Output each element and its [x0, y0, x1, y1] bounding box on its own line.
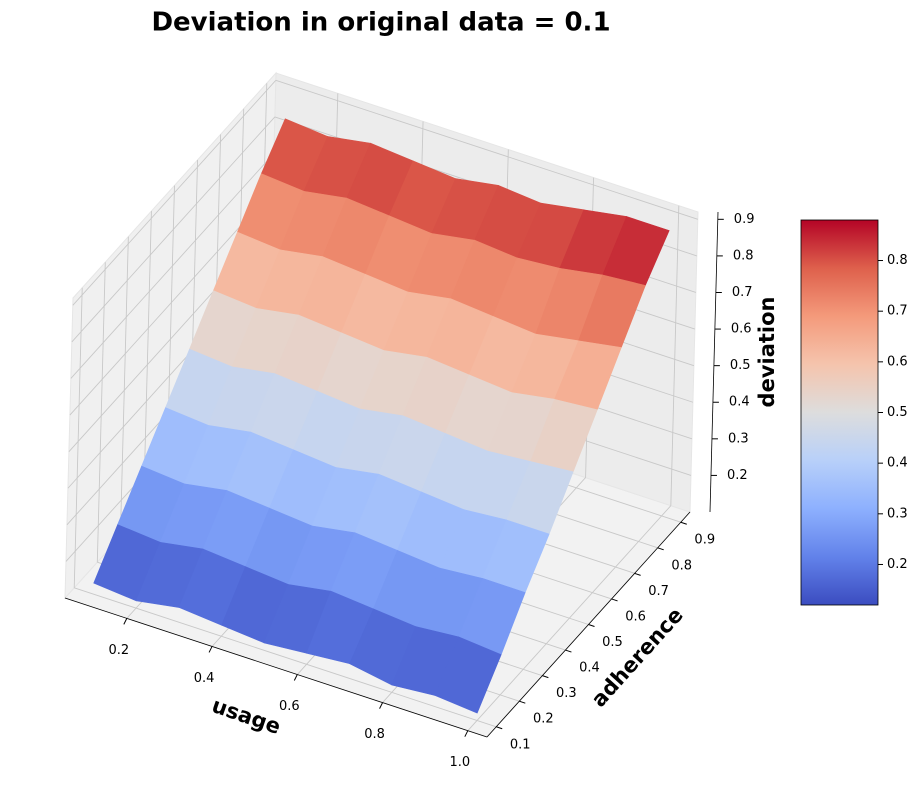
z-tick-label: 0.9: [734, 212, 755, 227]
axes: 0.20.40.60.81.00.10.20.30.40.50.60.70.80…: [64, 211, 755, 770]
x-axis-line: [64, 597, 488, 738]
y-tick: [611, 598, 618, 602]
y-tick-label: 0.5: [602, 635, 623, 650]
x-tick-label: 0.6: [279, 699, 300, 714]
x-axis-label: usage: [209, 693, 284, 739]
z-tick-label: 0.7: [732, 285, 753, 300]
x-tick-label: 0.4: [194, 671, 215, 686]
grid-line: [119, 236, 129, 537]
z-axis-line: [709, 211, 719, 513]
x-tick: [293, 674, 298, 681]
y-tick-label: 0.4: [579, 661, 600, 676]
z-tick-label: 0.4: [729, 395, 750, 410]
surface: [93, 118, 670, 714]
grid-line: [275, 79, 698, 220]
y-tick-label: 0.7: [648, 584, 669, 599]
y-axis-line: [486, 511, 691, 738]
chart-title: Deviation in original data = 0.1: [151, 8, 610, 38]
y-tick: [565, 649, 572, 653]
y-tick: [588, 624, 595, 627]
y-tick-label: 0.9: [694, 533, 715, 548]
y-tick: [542, 675, 549, 679]
grid-line: [96, 262, 106, 563]
y-tick: [634, 572, 641, 576]
y-tick-label: 0.8: [671, 558, 692, 573]
surface-face: [434, 636, 502, 714]
y-tick: [680, 521, 687, 525]
x-tick: [379, 702, 384, 709]
z-tick-label: 0.3: [728, 431, 749, 446]
x-tick: [208, 646, 213, 653]
colorbar-tick-label: 0.8: [887, 253, 908, 268]
y-tick-label: 0.6: [625, 609, 646, 624]
y-tick: [657, 547, 664, 551]
grid-line: [73, 287, 83, 588]
z-tick-label: 0.8: [733, 248, 754, 263]
colorbar-tick-label: 0.7: [887, 304, 908, 319]
colorbar-tick-label: 0.3: [887, 506, 908, 521]
z-tick-label: 0.6: [731, 322, 752, 337]
grid-line: [70, 153, 275, 379]
grid-line: [670, 205, 680, 506]
z-tick-label: 0.2: [727, 468, 748, 483]
y-tick-label: 0.2: [533, 712, 554, 727]
colorbar-tick-label: 0.4: [887, 456, 908, 471]
y-tick: [519, 700, 526, 704]
z-tick-label: 0.5: [730, 358, 751, 373]
z-axis-label: deviation: [755, 297, 779, 408]
y-tick-label: 0.1: [510, 737, 531, 752]
x-tick: [464, 730, 469, 737]
grid-line: [74, 587, 497, 728]
colorbar-tick-label: 0.2: [887, 557, 908, 572]
grid-line: [71, 116, 276, 343]
colorbar-tick-label: 0.6: [887, 354, 908, 369]
grid-line: [72, 80, 277, 306]
x-tick: [123, 618, 128, 625]
colorbar-tick-label: 0.5: [887, 405, 908, 420]
y-tick-label: 0.3: [556, 686, 577, 701]
x-tick-label: 0.2: [108, 643, 129, 658]
colorbar: [800, 219, 879, 606]
y-tick: [496, 726, 503, 730]
x-tick-label: 0.8: [364, 727, 385, 742]
x-tick-label: 1.0: [449, 755, 470, 770]
